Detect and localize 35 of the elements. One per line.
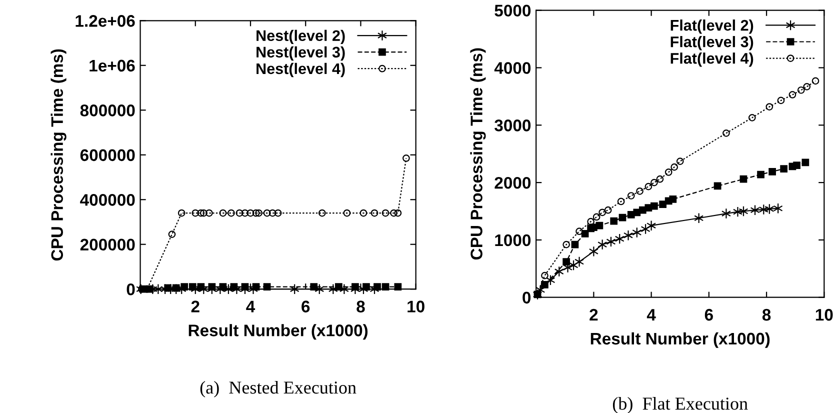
y-tick-label: 3000 — [494, 120, 531, 132]
x-tick-label: 10 — [816, 308, 833, 321]
y-axis-title: CPU Processing Time (ms) — [470, 48, 486, 260]
y-tick-label: 1e+06 — [90, 60, 135, 72]
text: (a) Nested Execution — [200, 380, 356, 398]
x-tick-label: 8 — [356, 300, 365, 312]
legend-label: Nest(level 4) — [256, 62, 345, 78]
y-tick-label: 200000 — [80, 238, 135, 251]
x-tick-label: 6 — [704, 308, 713, 321]
y-tick-label: 400000 — [80, 194, 135, 206]
x-tick-label: 6 — [302, 300, 310, 312]
legend-label: Flat(level 2) — [670, 19, 754, 34]
x-tick-label: 4 — [246, 300, 256, 312]
y-tick-label: 800000 — [80, 104, 135, 116]
legend-label: Nest(level 3) — [256, 46, 345, 61]
legend-label: Nest(level 2) — [256, 30, 345, 44]
y-tick-label: 0 — [522, 292, 531, 304]
text: (b) Flat Execution — [612, 397, 748, 413]
x-tick-label: 4 — [646, 309, 656, 321]
legend-label: Flat(level 3) — [670, 36, 754, 50]
y-tick-label: 4000 — [494, 62, 531, 74]
y-axis-title: CPU Processing Time (ms) — [50, 49, 66, 261]
y-tick-label: 1000 — [495, 234, 531, 246]
x-tick-label: 8 — [762, 308, 771, 321]
y-tick-label: 2000 — [494, 176, 531, 189]
y-tick-label: 0 — [126, 284, 135, 296]
legend-label: Flat(level 4) — [670, 52, 754, 67]
y-tick-label: 5000 — [494, 4, 531, 17]
x-tick-label: 2 — [191, 300, 200, 312]
x-tick-label: 2 — [590, 308, 598, 321]
x-axis-title: Result Number (x1000) — [188, 324, 368, 340]
x-axis-title: Result Number (x1000) — [590, 332, 770, 348]
y-tick-label: 600000 — [80, 149, 135, 162]
x-tick-label: 10 — [408, 300, 424, 312]
y-tick-label: 1.2e+06 — [76, 15, 135, 27]
